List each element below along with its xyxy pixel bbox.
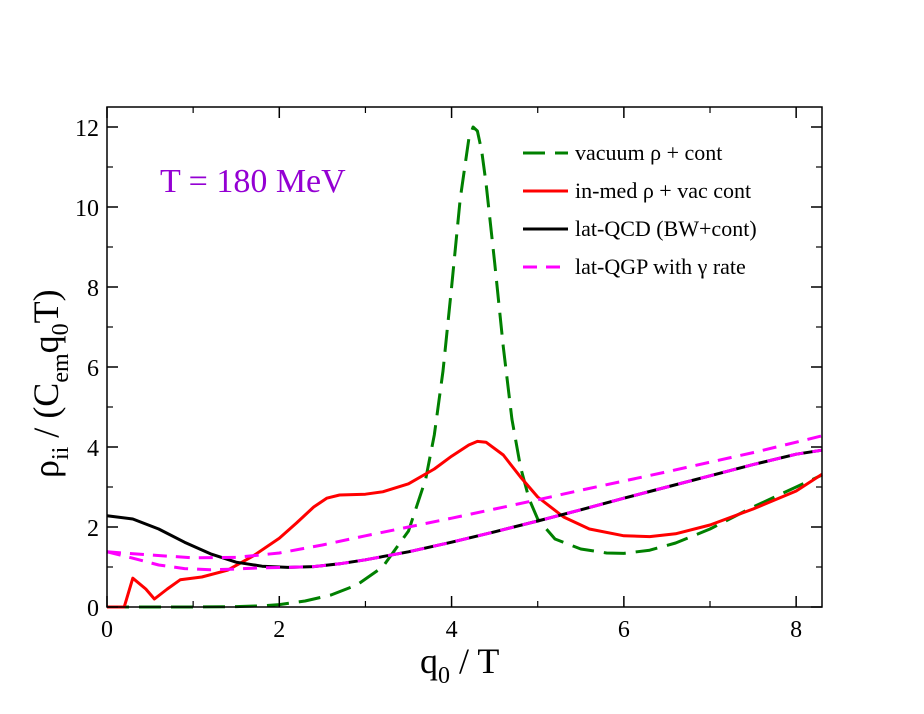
series-line-5 [365, 448, 823, 562]
y-tick-label: 0 [87, 596, 99, 622]
temperature-annotation: T = 180 MeV [160, 163, 346, 200]
x-axis-title: q0 / T [420, 641, 499, 689]
tick-layer: 0 2 4 6 8 0 2 4 6 8 10 12 [75, 107, 822, 643]
y-tick-label: 2 [87, 516, 99, 542]
series-line-0 [107, 125, 823, 609]
y-axis-title-mid: / (C [26, 383, 66, 447]
x-tick-label: 4 [446, 617, 458, 643]
y-axis-title-sub1: ii [48, 446, 74, 460]
y-axis-title-q: q [26, 335, 66, 353]
series-line-1 [107, 439, 823, 609]
y-tick-label: 12 [75, 116, 99, 142]
y-tick-label: 6 [87, 356, 99, 382]
legend-label-1: in-med ρ + vac cont [575, 178, 751, 203]
legend-label-0: vacuum ρ + cont [575, 140, 722, 165]
y-axis-title: ρii / (Cemq0T) [26, 289, 74, 478]
y-tick-label: 4 [87, 436, 99, 462]
y-axis-title-end: T) [26, 289, 66, 323]
series-line-4 [106, 550, 366, 572]
x-axis-title-rest: / T [450, 641, 499, 681]
y-axis-title-sub3: 0 [48, 323, 74, 335]
legend-label-3: lat-QGP with γ rate [575, 254, 746, 279]
x-tick-label: 2 [273, 617, 285, 643]
x-axis-title-sub: 0 [438, 663, 450, 689]
series-layer [106, 125, 823, 609]
legend: vacuum ρ + cont in-med ρ + vac cont lat-QC… [523, 140, 757, 279]
x-tick-label: 0 [101, 617, 113, 643]
y-axis-title-sub2: em [48, 353, 74, 383]
y-tick-label: 10 [75, 196, 99, 222]
plot-frame [106, 106, 823, 608]
legend-label-2: lat-QCD (BW+cont) [575, 216, 757, 241]
x-tick-label: 6 [618, 617, 630, 643]
y-axis-title-rho: ρ [26, 460, 66, 478]
y-tick-label: 8 [87, 276, 99, 302]
x-tick-label: 8 [790, 617, 802, 643]
x-axis-title-main: q [420, 641, 438, 681]
series-line-3 [106, 434, 823, 560]
